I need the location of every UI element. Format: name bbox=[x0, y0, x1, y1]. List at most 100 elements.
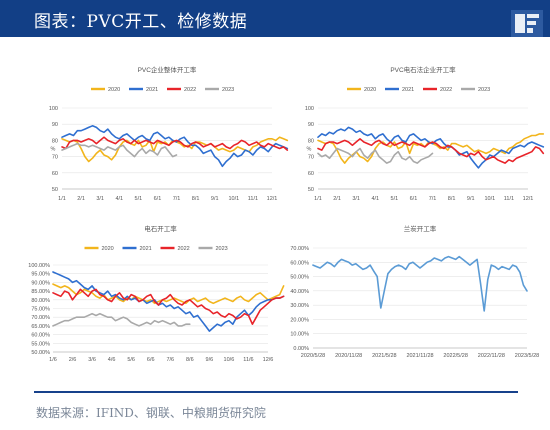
x-tick-label: 3/1 bbox=[96, 196, 104, 202]
chart-title: PVC电石法企业开工率 bbox=[390, 65, 456, 74]
legend-label: 2023 bbox=[216, 246, 228, 252]
series-line bbox=[52, 283, 285, 305]
x-tick-label: 2/1 bbox=[333, 196, 341, 202]
legend-label: 2023 bbox=[222, 87, 234, 93]
x-tick-label: 9/1 bbox=[211, 196, 219, 202]
x-tick-label: 12/1 bbox=[523, 196, 534, 202]
x-tick-label: 5/1 bbox=[135, 196, 143, 202]
x-tick-label: 2/6 bbox=[69, 357, 77, 363]
legend-label: 2021 bbox=[402, 87, 414, 93]
y-tick-label: 70 bbox=[52, 155, 58, 161]
legend-label: 2022 bbox=[184, 87, 196, 93]
x-tick-label: 6/1 bbox=[410, 196, 418, 202]
x-tick-label: 10/1 bbox=[484, 196, 495, 202]
y-tick-label: 50 bbox=[52, 187, 58, 193]
y-tick-label: 70.00% bbox=[31, 315, 50, 321]
x-tick-label: 3/6 bbox=[88, 357, 96, 363]
y-tick-label: 80 bbox=[52, 138, 58, 144]
legend-label: 2022 bbox=[178, 246, 190, 252]
y-tick-label: 60 bbox=[308, 171, 314, 177]
legend-label: 2021 bbox=[140, 246, 152, 252]
y-tick-label: 10.00% bbox=[290, 332, 309, 338]
company-logo-icon bbox=[511, 10, 543, 37]
x-tick-label: 2020/11/28 bbox=[335, 353, 362, 359]
header-bar: 图表：PVC开工、检修数据 bbox=[0, 0, 550, 37]
y-tick-label: 70 bbox=[308, 155, 314, 161]
series-line bbox=[52, 312, 191, 327]
x-tick-label: 8/1 bbox=[192, 196, 200, 202]
x-tick-label: 7/1 bbox=[429, 196, 437, 202]
y-tick-label: 70.00% bbox=[290, 246, 309, 252]
y-tick-label: 80 bbox=[308, 138, 314, 144]
y-tick-label: 40.00% bbox=[290, 289, 309, 295]
x-tick-label: 8/6 bbox=[186, 357, 194, 363]
y-tick-label: 60.00% bbox=[31, 333, 50, 339]
y-tick-label: 20.00% bbox=[290, 317, 309, 323]
page-title: 图表：PVC开工、检修数据 bbox=[34, 12, 248, 32]
charts-canvas: PVC企业整体开工率 50 60 70 80 90 100 1/1 2/1 3/1 4/1 5/1 6/… bbox=[28, 65, 545, 363]
x-tick-label: 2022/5/28 bbox=[443, 353, 467, 359]
chart-title: 电石开工率 bbox=[144, 224, 177, 233]
series-line bbox=[312, 255, 528, 312]
y-tick-label: 60.00% bbox=[290, 260, 309, 266]
chart-title: PVC企业整体开工率 bbox=[138, 65, 197, 74]
x-tick-label: 2022/11/28 bbox=[478, 353, 505, 359]
x-tick-label: 12/6 bbox=[263, 357, 274, 363]
x-tick-label: 1/6 bbox=[49, 357, 57, 363]
y-tick-label: 100.00% bbox=[28, 263, 50, 269]
y-tick-label: 85.00% bbox=[31, 289, 50, 295]
series-line bbox=[317, 147, 434, 164]
legend-label: 2020 bbox=[364, 87, 376, 93]
chart-title: 兰炭开工率 bbox=[404, 224, 437, 233]
x-tick-label: 8/1 bbox=[448, 196, 456, 202]
series-line bbox=[61, 136, 289, 151]
series-line bbox=[317, 138, 545, 164]
y-tick-label: 0.00% bbox=[293, 346, 309, 352]
legend-label: 2023 bbox=[478, 87, 490, 93]
series-line bbox=[52, 288, 285, 326]
legend-label: 2021 bbox=[146, 87, 158, 93]
y-tick-label: 30.00% bbox=[290, 303, 309, 309]
x-tick-label: 4/1 bbox=[371, 196, 379, 202]
x-tick-label: 9/6 bbox=[206, 357, 214, 363]
x-tick-label: 4/6 bbox=[108, 357, 116, 363]
x-tick-label: 10/6 bbox=[224, 357, 235, 363]
source-note: 数据来源：IFIND、钢联、中粮期货研究院 bbox=[36, 406, 266, 420]
x-tick-label: 1/1 bbox=[58, 196, 66, 202]
x-tick-label: 12/1 bbox=[267, 196, 278, 202]
series-line bbox=[317, 133, 545, 164]
x-tick-label: 1/1 bbox=[314, 196, 322, 202]
x-tick-label: 4/1 bbox=[115, 196, 123, 202]
y-tick-label: 55.00% bbox=[31, 341, 50, 347]
y-tick-label: 80.00% bbox=[31, 298, 50, 304]
x-tick-label: 2021/11/28 bbox=[406, 353, 433, 359]
y-tick-label: 100 bbox=[49, 106, 58, 112]
y-tick-label: 95.00% bbox=[31, 272, 50, 278]
y-tick-label: 100 bbox=[305, 106, 314, 112]
x-tick-label: 2/1 bbox=[77, 196, 85, 202]
y-tick-label: 90 bbox=[308, 122, 314, 128]
x-tick-label: 5/1 bbox=[391, 196, 399, 202]
x-tick-label: 11/1 bbox=[504, 196, 514, 202]
legend-label: 2022 bbox=[440, 87, 452, 93]
y-axis-label: % bbox=[51, 147, 56, 153]
x-tick-label: 11/6 bbox=[243, 357, 253, 363]
y-tick-label: 75.00% bbox=[31, 307, 50, 313]
series-line bbox=[52, 271, 285, 332]
legend-label: 2020 bbox=[102, 246, 114, 252]
y-tick-label: 90.00% bbox=[31, 280, 50, 286]
y-tick-label: 90 bbox=[52, 122, 58, 128]
legend-label: 2020 bbox=[108, 87, 120, 93]
x-tick-label: 11/1 bbox=[248, 196, 258, 202]
y-tick-label: 60 bbox=[52, 171, 58, 177]
footer-divider bbox=[34, 391, 518, 393]
y-axis-label: % bbox=[307, 147, 312, 153]
y-tick-label: 50 bbox=[308, 187, 314, 193]
x-tick-label: 6/1 bbox=[154, 196, 162, 202]
x-tick-label: 6/6 bbox=[147, 357, 155, 363]
x-tick-label: 2023/5/28 bbox=[515, 353, 539, 359]
y-tick-label: 65.00% bbox=[31, 324, 50, 330]
y-tick-label: 50.00% bbox=[31, 350, 50, 356]
x-tick-label: 5/6 bbox=[127, 357, 135, 363]
x-tick-label: 3/1 bbox=[352, 196, 360, 202]
